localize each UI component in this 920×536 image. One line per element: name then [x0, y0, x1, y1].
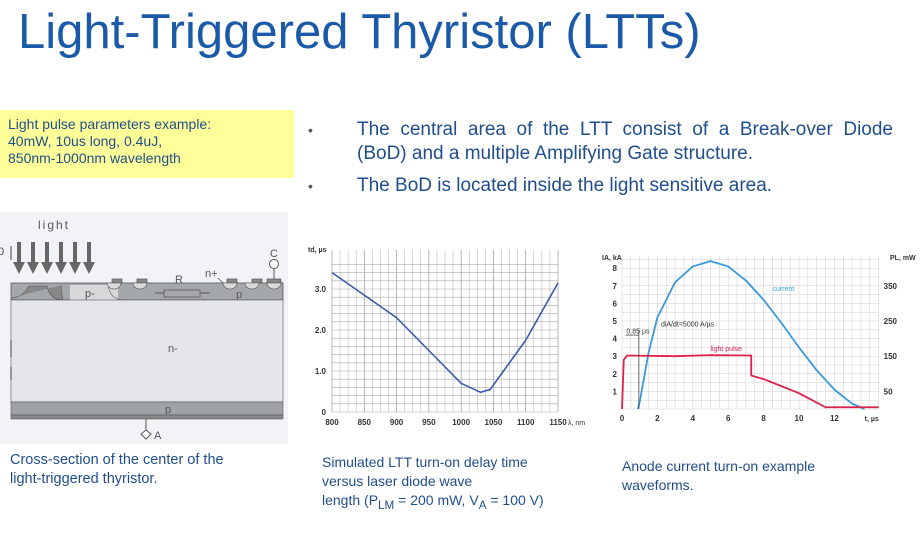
bullet-icon: • [308, 122, 313, 138]
y-tick-label: 3 [613, 352, 618, 361]
y-tick-label: 2.0 [315, 326, 327, 335]
y-tick-label: 5 [613, 317, 618, 326]
light-pulse-note: Light pulse parameters example: 40mW, 10… [0, 110, 294, 178]
bullet-item: • The central area of the LTT consist of… [308, 118, 893, 166]
caption-text: = 100 V) [486, 492, 544, 508]
light-label: light [38, 218, 70, 232]
x-axis-label: λ, nm [568, 420, 585, 427]
arrow-shaft [45, 242, 49, 264]
x-tick-label: 4 [691, 414, 696, 423]
y-axis-label: IA, kA [602, 255, 622, 262]
right-caption: Anode current turn-on example waveforms. [622, 457, 815, 495]
arrow-head [41, 262, 53, 274]
arrow-head [27, 262, 39, 274]
x-tick-label: 1050 [485, 418, 503, 427]
slide-title: Light-Triggered Thyristor (LTTs) [18, 5, 701, 59]
x-tick-label: 2 [655, 414, 660, 423]
y-tick-label: 1 [613, 387, 618, 396]
light-arrows-icon [13, 242, 95, 274]
y-tick-label: 1.0 [315, 367, 327, 376]
caption-line: Anode current turn-on example [622, 458, 815, 474]
slope-annotation: diA/dt=5000 A/µs [661, 321, 715, 328]
caption-text: length (P [322, 492, 379, 508]
bullet-text: The central area of the LTT consist of a… [357, 119, 893, 164]
caption-line: light-triggered thyristor. [10, 471, 158, 487]
p-minus-label: p- [85, 288, 95, 300]
x-tick-label: 10 [795, 414, 804, 423]
cathode-label: C [270, 248, 278, 260]
y-tick-label: 3.0 [315, 285, 327, 294]
p-bottom-label: p [165, 404, 171, 416]
caption-line: Simulated LTT turn-on delay time [322, 454, 528, 470]
y-tick-label: 7 [613, 282, 618, 291]
right-y-tick-label: 250 [884, 317, 898, 326]
x-tick-label: 850 [358, 418, 372, 427]
caption-line: length (PLM = 200 mW, VA = 100 V) [322, 491, 544, 515]
delay-annotation: 0.85 µs [626, 328, 650, 335]
arrow-head [83, 262, 95, 274]
caption-sub: A [478, 498, 487, 512]
arrow-head [69, 262, 81, 274]
right-y-tick-label: 150 [884, 352, 898, 361]
n-plus-label: n+ [205, 268, 218, 280]
x-tick-label: 0 [620, 414, 625, 423]
x-tick-label: 900 [390, 418, 404, 427]
y-tick-label: 2 [613, 370, 618, 379]
arrow-shaft [87, 242, 91, 264]
y-axis-label: td, µs [308, 247, 327, 254]
series-current [637, 260, 865, 410]
p-top-label: p [236, 289, 242, 301]
n-minus-label: n- [168, 343, 178, 355]
x-tick-label: 950 [422, 418, 436, 427]
right-y-tick-label: 50 [884, 387, 893, 396]
caption-text: = 200 mW, V [394, 492, 479, 508]
arrow-shaft [31, 242, 35, 264]
arrow-shaft [73, 242, 77, 264]
note-line: Light pulse parameters example: [8, 116, 212, 132]
r-label: R [175, 274, 183, 286]
x-tick-label: 1150 [549, 418, 567, 427]
x-tick-label: 800 [325, 418, 339, 427]
anode-label: A [154, 430, 162, 442]
arrow-head [55, 262, 67, 274]
series-light-pulse [621, 354, 879, 410]
y-tick-label: 6 [613, 299, 618, 308]
zero-label: 0 [0, 246, 4, 258]
bullet-text: The BoD is located inside the light sens… [357, 175, 773, 196]
caption-line: Cross-section of the center of the [10, 452, 224, 468]
x-axis-label: t, µs [865, 416, 879, 423]
series-label-current: current [772, 286, 794, 293]
x-tick-label: 6 [726, 414, 731, 423]
delay-vs-wavelength-chart: 800 850 900 950 1000 1050 1100 1150 0 1.0 2.0 3.0 td… [308, 247, 585, 427]
right-y-tick-label: 350 [884, 282, 898, 291]
right-y-axis-label: PL, mW [890, 255, 916, 262]
note-line: 850nm-1000nm wavelength [8, 150, 181, 166]
caption-line: waveforms. [622, 477, 694, 493]
y-tick-label: 8 [613, 264, 618, 273]
caption-line: versus laser diode wave [322, 473, 473, 489]
diagram-caption: Cross-section of the center of the light… [10, 451, 224, 489]
y-tick-label: 0 [322, 408, 327, 417]
x-tick-label: 8 [761, 414, 766, 423]
cross-section-diagram: light 0 p- R n+ p C n- p A [0, 212, 288, 444]
x-tick-label: 1100 [517, 418, 535, 427]
middle-caption: Simulated LTT turn-on delay time versus … [322, 453, 544, 515]
arrow-head [13, 262, 25, 274]
x-tick-label: 12 [830, 414, 839, 423]
series-label-light-pulse: light pulse [711, 346, 743, 353]
x-tick-label: 1000 [452, 418, 470, 427]
bullet-item: • The BoD is located inside the light se… [308, 174, 893, 198]
caption-sub: LM [378, 498, 395, 512]
arrow-shaft [17, 242, 21, 264]
bullet-icon: • [308, 178, 313, 194]
y-tick-label: 4 [613, 335, 618, 344]
arrow-shaft [59, 242, 63, 264]
note-line: 40mW, 10us long, 0.4uJ, [8, 133, 163, 149]
delay-curve [331, 271, 559, 394]
